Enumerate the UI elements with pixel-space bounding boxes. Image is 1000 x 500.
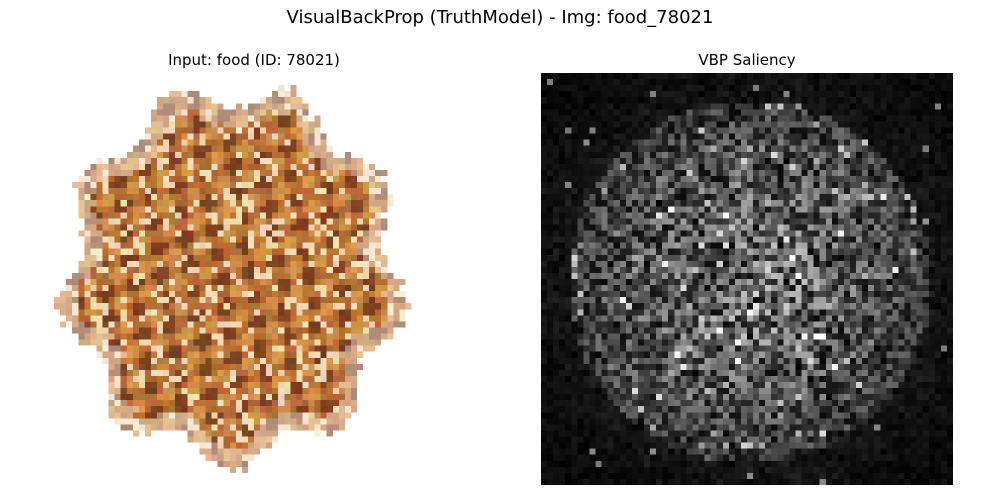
saliency-map-panel	[541, 73, 953, 485]
saliency-map-title: VBP Saliency	[698, 51, 796, 69]
input-image-title: Input: food (ID: 78021)	[168, 51, 340, 69]
input-food-image	[48, 73, 460, 485]
vbp-saliency-map	[541, 73, 953, 485]
figure-title: VisualBackProp (TruthModel) - Img: food_…	[286, 7, 714, 28]
input-image-panel	[48, 73, 460, 485]
